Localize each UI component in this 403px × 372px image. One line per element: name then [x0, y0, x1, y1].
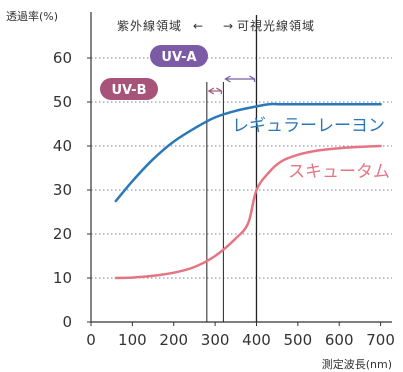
visible-region-arrow: →: [223, 19, 233, 33]
uv-b-label: UV-B: [112, 83, 147, 98]
x-tick-label-400: 400: [242, 331, 271, 349]
uv-a-arrow-left: [224, 75, 231, 83]
y-tick-label-30: 30: [53, 181, 72, 199]
y-tick-label-20: 20: [53, 225, 72, 243]
y-tick-label-60: 60: [53, 49, 72, 67]
series-label-0: レギュラーレーヨン: [232, 116, 385, 136]
y-axis-title: 透過率(%): [6, 9, 58, 23]
y-tick-label-0: 0: [62, 313, 72, 331]
y-tick-label-10: 10: [53, 269, 72, 287]
x-tick-label-500: 500: [284, 331, 313, 349]
uv-region-arrow: ←: [193, 19, 203, 33]
uv-b-arrow-left: [207, 87, 215, 95]
uv-a-arrow-right: [249, 75, 256, 82]
series-line-0: [114, 102, 382, 203]
uv-a-label: UV-A: [161, 50, 196, 65]
uv-b-pill: [100, 78, 158, 100]
series-line-1: [114, 144, 382, 280]
x-tick-label-600: 600: [325, 331, 354, 349]
x-tick-label-0: 0: [86, 331, 96, 349]
x-tick-label-300: 300: [201, 331, 230, 349]
y-tick-label-50: 50: [53, 93, 72, 111]
x-axis-title: 測定波長(nm): [322, 357, 392, 371]
x-tick-label-700: 700: [366, 331, 395, 349]
x-tick-label-100: 100: [118, 331, 147, 349]
series-label-1: スキュータム: [288, 162, 390, 182]
uv-region-label: 紫外線領域: [117, 18, 182, 33]
x-tick-label-200: 200: [159, 331, 188, 349]
uv-a-pill: [150, 45, 208, 67]
y-tick-label-40: 40: [53, 137, 72, 155]
uv-b-arrow-right: [216, 87, 222, 94]
visible-region-label: 可視光線領域: [237, 18, 315, 33]
